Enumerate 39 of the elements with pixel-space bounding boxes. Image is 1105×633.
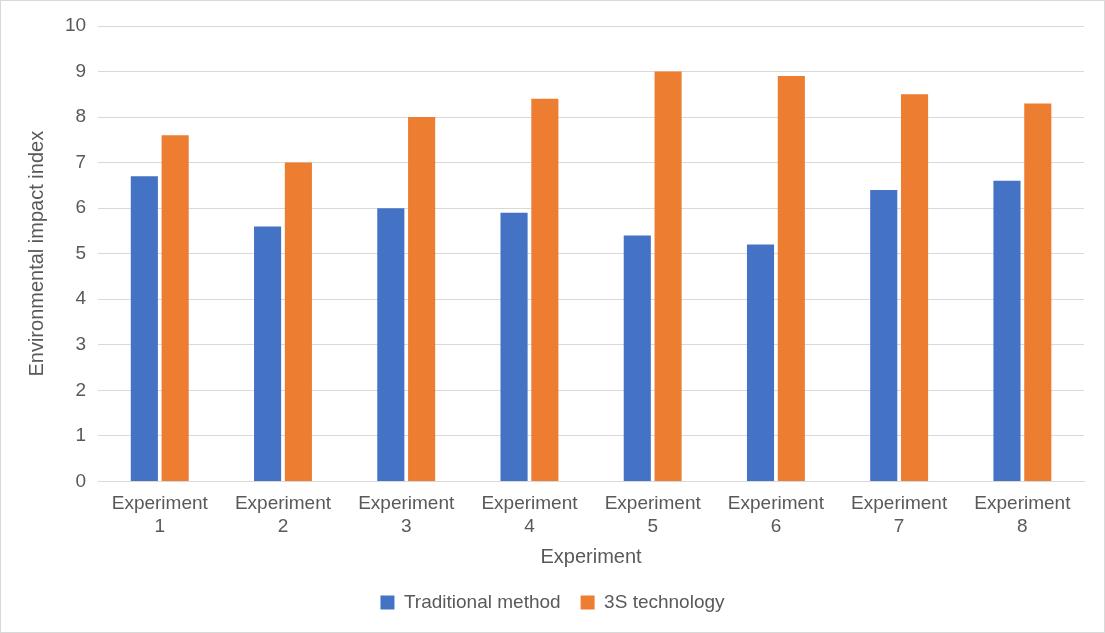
x-tick-label: Experiment 4: [481, 492, 579, 536]
bar: [130, 176, 158, 481]
bar: [870, 189, 898, 481]
y-tick-label: 0: [75, 469, 87, 491]
legend-label: Traditional method: [403, 590, 561, 612]
y-tick-label: 7: [75, 150, 87, 172]
bar: [531, 98, 559, 481]
y-axis-title: Environmental impact index: [24, 130, 47, 377]
x-tick-label: Experiment 2: [234, 492, 332, 536]
bar: [901, 94, 929, 481]
y-tick-label: 1: [75, 424, 87, 446]
bar: [993, 180, 1021, 481]
y-tick-label: 9: [75, 59, 87, 81]
y-tick-label: 4: [75, 287, 87, 309]
y-tick-label: 5: [75, 241, 87, 263]
y-tick-label: 2: [75, 378, 87, 400]
bar: [623, 235, 651, 481]
legend-label: 3S technology: [604, 590, 726, 612]
bar: [1024, 103, 1052, 481]
y-tick-label: 3: [75, 333, 87, 355]
x-tick-label: Experiment 7: [851, 492, 948, 536]
x-tick-label: Experiment 8: [974, 492, 1072, 536]
bar: [254, 226, 282, 481]
bar: [284, 162, 312, 481]
x-tick-label: Experiment 6: [727, 492, 825, 536]
y-tick-label: 10: [64, 14, 87, 36]
bar: [500, 212, 528, 481]
bar: [746, 244, 775, 481]
x-axis-title: Experiment: [540, 544, 643, 567]
bar: [777, 76, 805, 481]
bar: [377, 208, 405, 481]
bar: [408, 117, 436, 481]
y-tick-label: 6: [75, 196, 87, 218]
x-tick-label: Experiment 5: [604, 492, 702, 536]
bar: [654, 71, 682, 481]
x-tick-label: Experiment 1: [111, 492, 209, 536]
bar: [161, 135, 189, 481]
y-tick-label: 8: [75, 105, 87, 127]
x-tick-label: Experiment 3: [358, 492, 455, 536]
